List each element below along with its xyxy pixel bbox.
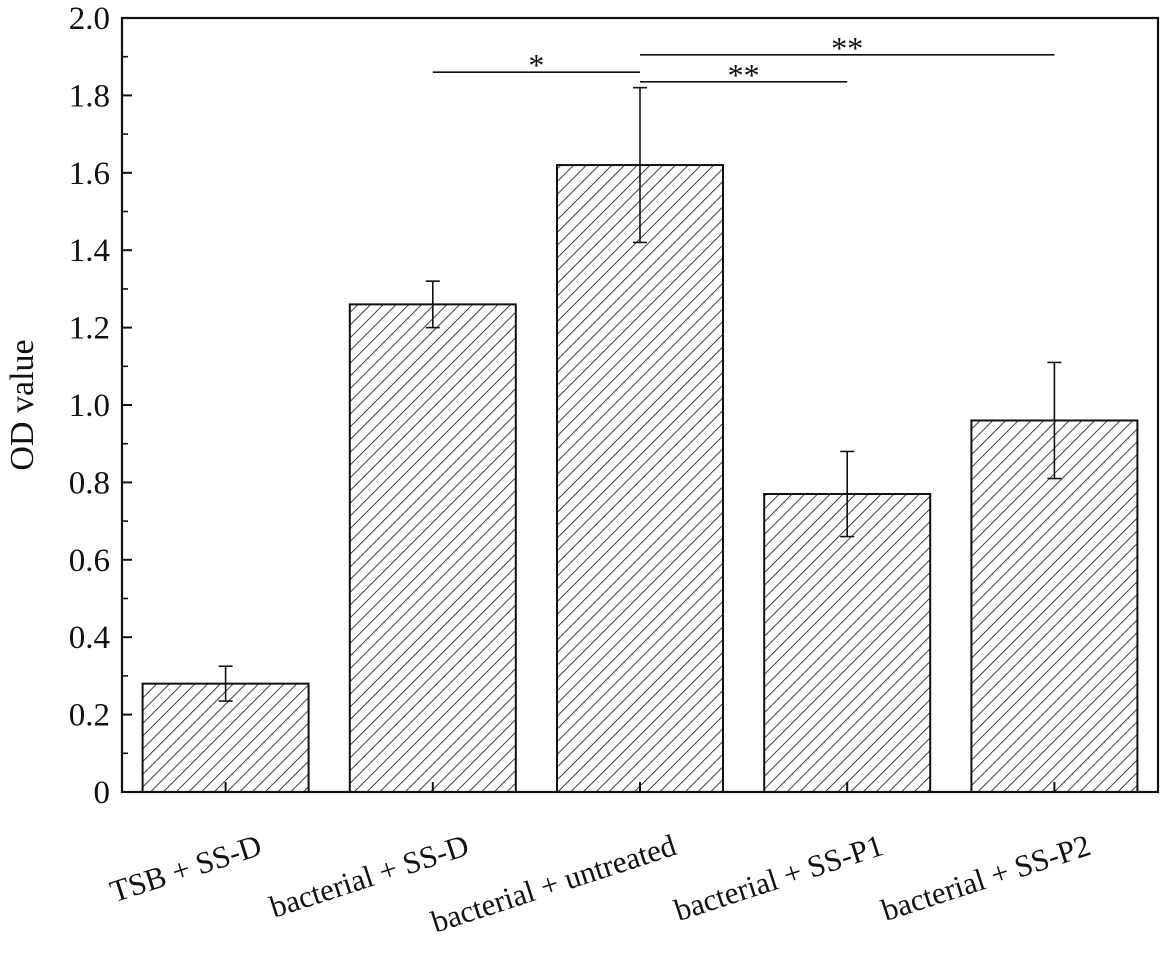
y-tick-label: 1.0 (69, 388, 110, 424)
error-bar-3 (633, 86, 647, 244)
error-bar-1 (218, 665, 233, 702)
error-bar-4 (840, 450, 855, 538)
y-tick-label: 2.0 (69, 1, 110, 37)
y-tick-label: 1.8 (69, 78, 110, 114)
y-tick-label: 0.8 (69, 465, 110, 501)
y-tick-label: 1.6 (69, 156, 110, 192)
error-bar-2 (425, 280, 440, 329)
error-bar-5 (1047, 361, 1062, 480)
significance-label: ** (831, 30, 863, 66)
bar-5 (970, 419, 1139, 793)
x-tick-label: bacterial + SS-P1 (670, 827, 887, 927)
bar-2 (348, 303, 517, 793)
x-tick-label: bacterial + SS-P2 (877, 827, 1094, 927)
y-tick-label: 1.4 (69, 233, 110, 269)
significance-bracket-3: ** (640, 30, 1055, 66)
bar-4 (763, 493, 932, 793)
significance-label: ** (728, 57, 760, 93)
significance-bracket-1: * (432, 47, 640, 83)
y-tick-label: 0.2 (69, 698, 110, 734)
significance-bracket-2: ** (640, 57, 848, 93)
y-tick-label: 1.2 (69, 311, 110, 347)
y-tick-label: 0.6 (69, 543, 110, 579)
bar-3 (556, 164, 724, 793)
significance-label: * (528, 47, 544, 83)
x-tick-label: TSB + SS-D (106, 827, 266, 909)
y-axis-title: OD value (4, 339, 41, 470)
y-tick-label: 0 (94, 775, 111, 811)
y-tick-label: 0.4 (69, 620, 110, 656)
